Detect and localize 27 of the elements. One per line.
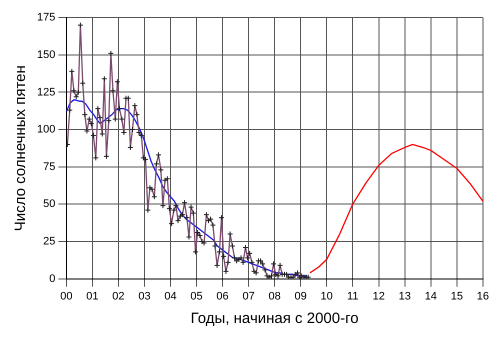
x-tick-label: 07: [242, 290, 255, 302]
x-tick-label: 06: [216, 290, 229, 302]
x-tick-label: 03: [138, 290, 151, 302]
y-tick-label: 75: [43, 160, 56, 173]
y-tick-label: 50: [43, 198, 56, 210]
x-tick-label: 11: [347, 290, 358, 302]
x-tick-label: 09: [294, 290, 307, 302]
x-tick-label: 10: [320, 290, 333, 302]
x-tick-label: 01: [86, 290, 99, 302]
x-tick-label: 15: [450, 290, 463, 302]
y-axis-title: Число солнечных пятен: [12, 65, 30, 232]
x-tick-label: 02: [112, 290, 125, 302]
x-tick-label: 14: [424, 290, 437, 302]
y-tick-label: 125: [36, 86, 56, 98]
y-tick-label: 175: [36, 12, 56, 24]
x-tick-label: 05: [190, 290, 203, 302]
x-tick-label: 16: [476, 290, 490, 302]
x-tick-label: 08: [268, 290, 281, 302]
y-tick-label: 25: [43, 236, 56, 248]
x-tick-label: 12: [372, 290, 385, 302]
x-tick-label: 00: [60, 290, 72, 302]
y-tick-label: 100: [36, 124, 56, 136]
x-axis-title: Годы, начиная с 2000-го: [190, 310, 359, 328]
x-tick-label: 13: [398, 290, 411, 302]
x-tick-label: 04: [164, 290, 177, 302]
y-tick-label: 150: [36, 48, 56, 61]
y-tick-label: 0: [49, 272, 56, 285]
